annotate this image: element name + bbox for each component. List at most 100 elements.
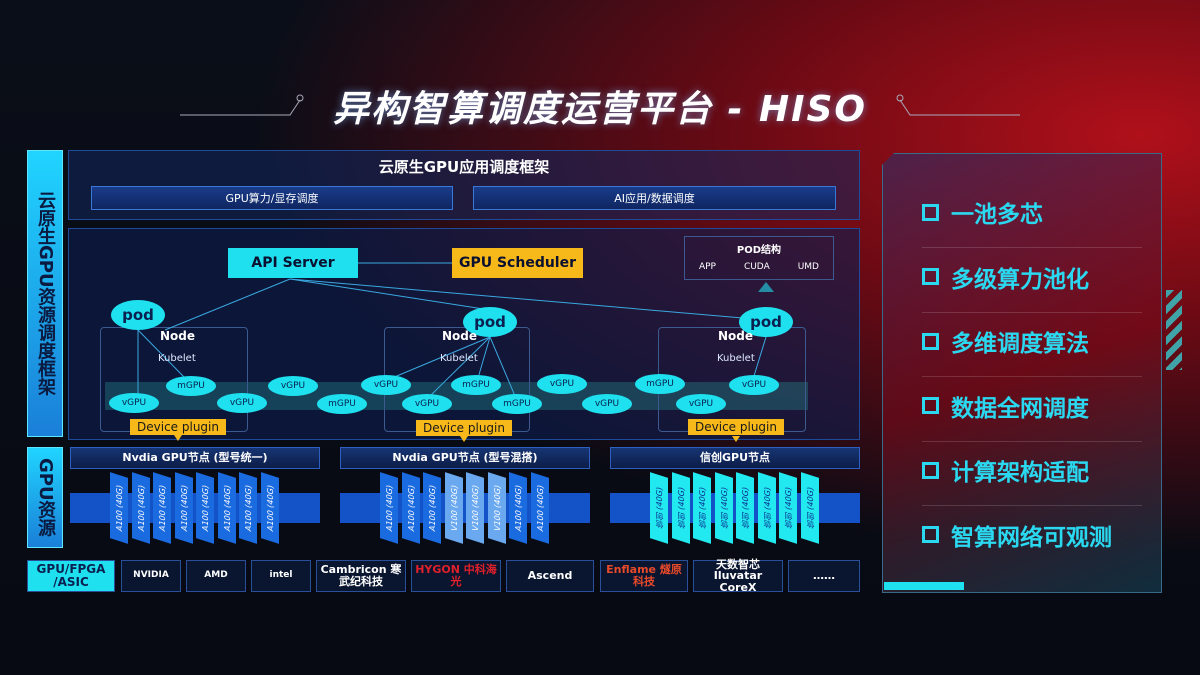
feature-item: 计算架构适配 <box>922 453 1089 487</box>
vendor-logo: Enflame 燧原科技 <box>600 560 688 592</box>
feature-item: 一池多芯 <box>922 195 1043 229</box>
pod: pod <box>739 307 793 337</box>
gpu-group-header: Nvdia GPU节点 (型号混搭) <box>340 447 590 469</box>
gpu-card: 信创 (40G) <box>693 472 711 544</box>
gpu-card: A100 (40G) <box>196 472 214 544</box>
gpu-group-header: 信创GPU节点 <box>610 447 860 469</box>
checkbox-icon <box>922 461 939 479</box>
vendor-logo: 天数智芯 Iluvatar CoreX <box>693 558 783 593</box>
gpu-card: 信创 (40G) <box>736 472 754 544</box>
stripe-decoration <box>1166 290 1182 370</box>
vgpu-unit: vGPU <box>729 375 779 395</box>
gpu-card: V100 (40G) <box>466 472 484 544</box>
gpu-group-band <box>340 493 590 523</box>
gpu-card: A100 (40G) <box>153 472 171 544</box>
vendor-logo: …… <box>788 560 860 592</box>
vgpu-unit: vGPU <box>361 375 411 395</box>
gpu-card: 信创 (40G) <box>779 472 797 544</box>
divider <box>922 376 1142 377</box>
gpu-card: V100 (40G) <box>444 472 463 544</box>
vendor-logo: HYGON 中科海光 <box>411 560 501 592</box>
pod-structure-title: POD结构 <box>736 245 782 256</box>
pod-umd: UMD <box>797 262 819 272</box>
ai-data-bar: AI应用/数据调度 <box>473 186 836 210</box>
divider <box>922 505 1142 506</box>
checkbox-icon <box>922 526 939 543</box>
vendor-logo: AMD <box>186 560 246 592</box>
node-label: Node <box>160 329 196 343</box>
feature-item: 智算网络可观测 <box>922 518 1112 552</box>
title-decoration <box>180 94 1020 116</box>
checkbox-icon <box>922 268 939 285</box>
gpu-card: A100 (40G) <box>380 472 398 544</box>
pod: pod <box>463 307 517 337</box>
gpu-card: A100 (40G) <box>131 472 150 544</box>
gpu-scheduler-box: GPU Scheduler <box>452 248 583 278</box>
vgpu-unit: vGPU <box>537 374 587 394</box>
gpu-card: V100 (40G) <box>487 472 506 544</box>
gpu-group-header: Nvdia GPU节点 (型号统一) <box>70 447 320 469</box>
feature-item: 多维调度算法 <box>922 324 1089 358</box>
gpu-group-band <box>70 493 320 523</box>
divider <box>922 247 1142 248</box>
device-plugin: Device plugin <box>688 419 784 435</box>
page-title: 异构智算调度运营平台 - HISO <box>332 89 868 130</box>
accent-decoration <box>884 582 964 590</box>
mgpu-unit: mGPU <box>166 376 216 396</box>
resources-side-label: GPU资源 <box>27 447 63 548</box>
framework-side-label: 云原生GPU资源调度框架 <box>27 150 63 437</box>
vendor-category-label: GPU/FPGA /ASIC <box>27 560 115 592</box>
pod-structure-box: POD结构 APP CUDA UMD <box>684 236 834 280</box>
device-plugin: Device plugin <box>416 420 512 436</box>
pod-app: APP <box>698 262 716 272</box>
divider <box>922 311 1142 313</box>
gpu-card: A100 (40G) <box>260 472 279 544</box>
gpu-card: A100 (40G) <box>401 472 420 544</box>
app-scheduling-title: 云原生GPU应用调度框架 <box>378 158 550 176</box>
node-label: Node <box>442 329 478 343</box>
vendor-logo: Cambricon 寒武纪科技 <box>316 560 406 592</box>
vendor-logo: NVIDIA <box>121 560 181 592</box>
gpu-card: 信创 (40G) <box>714 472 733 544</box>
vgpu-unit: vGPU <box>402 394 452 414</box>
kubelet-label: Kubelet <box>440 353 478 364</box>
gpu-card: 信创 (40G) <box>757 472 776 544</box>
mgpu-unit: mGPU <box>317 394 367 414</box>
divider <box>922 440 1142 442</box>
vgpu-unit: vGPU <box>268 376 318 396</box>
vendor-logo: Ascend <box>506 560 594 592</box>
gpu-card: A100 (40G) <box>239 472 257 544</box>
mgpu-unit: mGPU <box>451 375 501 395</box>
checkbox-icon <box>922 203 939 221</box>
gpu-compute-bar: GPU算力/显存调度 <box>91 186 453 210</box>
kubelet-label: Kubelet <box>158 353 196 364</box>
gpu-card: A100 (40G) <box>423 472 441 544</box>
mgpu-unit: mGPU <box>492 394 542 414</box>
gpu-card: 信创 (40G) <box>800 472 819 544</box>
mgpu-unit: mGPU <box>635 374 685 394</box>
feature-item: 多级算力池化 <box>922 260 1089 294</box>
gpu-card: A100 (40G) <box>530 472 549 544</box>
api-server-box: API Server <box>228 248 358 278</box>
vgpu-unit: vGPU <box>109 393 159 413</box>
pod: pod <box>111 300 165 330</box>
gpu-card: A100 (40G) <box>509 472 527 544</box>
gpu-group-band <box>610 493 860 523</box>
vgpu-unit: vGPU <box>582 394 632 414</box>
kubelet-label: Kubelet <box>717 353 755 364</box>
vendor-logo: intel <box>251 560 311 592</box>
gpu-card: A100 (40G) <box>174 472 193 544</box>
features-panel <box>882 153 1162 593</box>
vgpu-unit: vGPU <box>217 393 267 413</box>
vgpu-unit: vGPU <box>676 394 726 414</box>
checkbox-icon <box>922 397 939 414</box>
gpu-card: 信创 (40G) <box>650 472 668 544</box>
node-label: Node <box>718 329 754 343</box>
gpu-card: A100 (40G) <box>217 472 236 544</box>
pod-cuda: CUDA <box>743 262 770 272</box>
checkbox-icon <box>922 332 939 350</box>
feature-item: 数据全网调度 <box>922 389 1089 423</box>
gpu-card: A100 (40G) <box>110 472 128 544</box>
gpu-card: 信创 (40G) <box>671 472 690 544</box>
device-plugin: Device plugin <box>130 419 226 435</box>
